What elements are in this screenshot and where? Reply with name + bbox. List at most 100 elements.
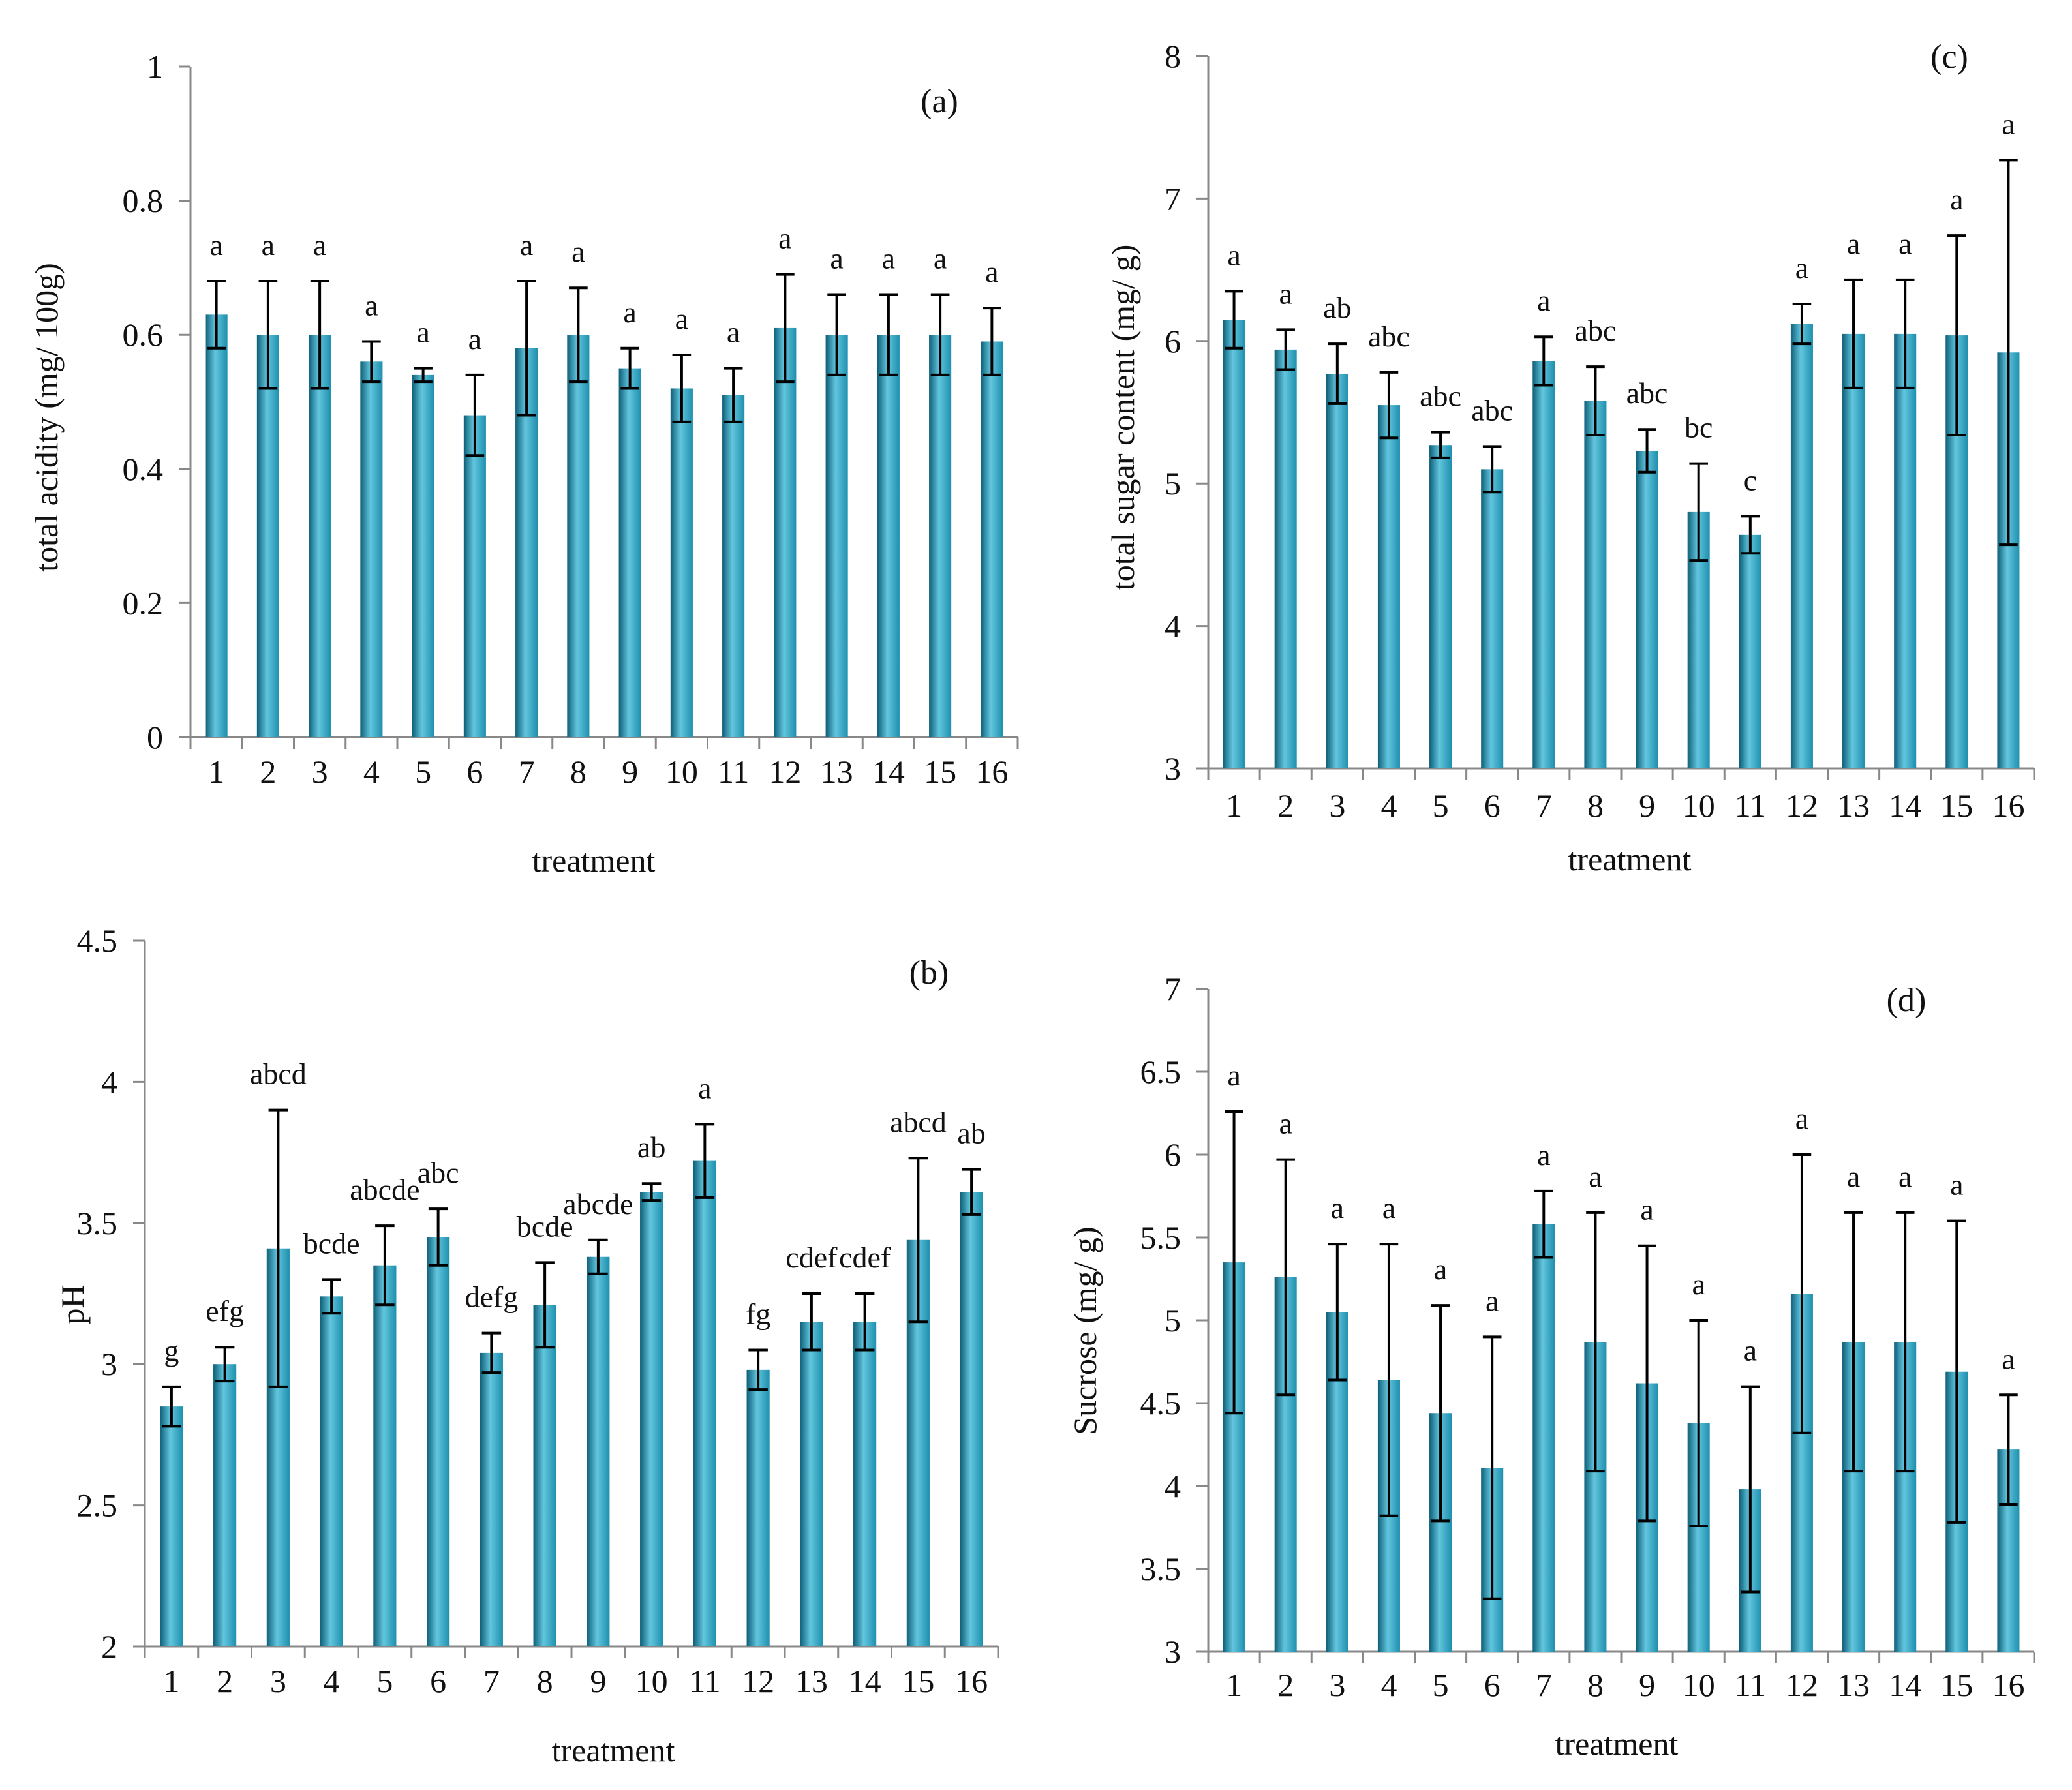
significance-label: a: [1331, 1191, 1344, 1224]
significance-label: abcde: [350, 1173, 419, 1206]
x-tick-label: 6: [1484, 1667, 1501, 1703]
bar: [1274, 349, 1297, 768]
significance-label: abc: [1471, 393, 1513, 427]
significance-label: a: [1537, 284, 1550, 317]
chart-panel-d: 3 3.5 4 4.5 5 5.5 6 6.5 7 a 1 a 2 a 3 a 4 a 5 a 6 a 7 a 8 a 9 a 10 a 1…: [1067, 971, 2035, 1762]
y-tick-label: 0.2: [123, 584, 164, 621]
significance-label: a: [1589, 1160, 1602, 1193]
y-tick-label: 6: [1165, 323, 1181, 359]
x-tick-label: 9: [622, 753, 638, 790]
significance-label: a: [727, 316, 740, 349]
x-tick-label: 16: [975, 753, 1008, 790]
bar: [1790, 324, 1813, 768]
significance-label: c: [1744, 463, 1757, 496]
y-tick-label: 2: [101, 1628, 117, 1665]
significance-label: a: [1227, 238, 1240, 271]
bar: [1532, 361, 1555, 768]
x-tick-label: 12: [1786, 787, 1818, 824]
chart-panel-a: 0 0.2 0.4 0.6 0.8 1 a 1 a 2 a 3 a 4 a 5 a 6 a 7 a 8 a 9 a 10 a 11 a 1…: [28, 48, 1019, 879]
significance-label: a: [313, 228, 326, 262]
significance-label: a: [571, 235, 585, 268]
y-tick-label: 5: [1165, 465, 1181, 502]
x-tick-label: 15: [1940, 787, 1973, 824]
x-tick-label: 12: [769, 753, 801, 790]
y-tick-label: 3: [1165, 1633, 1181, 1670]
x-tick-label: 1: [1226, 787, 1242, 824]
significance-label: ab: [637, 1130, 665, 1164]
x-tick-label: 3: [312, 753, 328, 790]
y-tick-label: 5.5: [1140, 1219, 1181, 1256]
bar: [412, 374, 434, 737]
y-axis-label-b: pH: [54, 1284, 91, 1324]
x-tick-label: 3: [270, 1663, 286, 1699]
y-axis-label-a: total acidity (mg/ 100g): [28, 263, 65, 572]
x-tick-label: 11: [1735, 787, 1766, 824]
x-tick-label: 5: [415, 753, 431, 790]
significance-label: a: [985, 255, 998, 288]
x-tick-label: 13: [821, 753, 853, 790]
y-axis-label-c: total sugar content (mg/ g): [1105, 245, 1141, 590]
significance-label: a: [934, 242, 947, 275]
bar: [1636, 450, 1658, 768]
bar: [320, 1296, 343, 1646]
significance-label: a: [2002, 107, 2015, 140]
x-tick-label: 2: [217, 1663, 233, 1699]
significance-label: a: [1382, 1191, 1395, 1224]
significance-label: a: [2002, 1342, 2015, 1375]
bar: [1481, 469, 1504, 768]
bar: [722, 395, 745, 737]
significance-label: a: [1795, 251, 1808, 284]
significance-label: abc: [1368, 320, 1410, 353]
x-tick-label: 11: [718, 753, 749, 790]
significance-label: a: [1537, 1138, 1550, 1172]
x-tick-label: 7: [483, 1663, 500, 1699]
significance-label: a: [1227, 1059, 1240, 1092]
significance-label: a: [1434, 1252, 1447, 1286]
bar: [774, 327, 797, 737]
x-tick-label: 3: [1329, 1667, 1345, 1703]
x-tick-label: 2: [260, 753, 276, 790]
significance-label: a: [698, 1071, 711, 1104]
bar: [746, 1369, 770, 1646]
bar: [205, 314, 228, 737]
y-tick-label: 4.5: [1140, 1385, 1181, 1421]
bar: [1377, 405, 1400, 768]
bar: [463, 415, 486, 737]
bar: [960, 1192, 983, 1646]
x-tick-label: 12: [742, 1663, 774, 1699]
x-tick-label: 7: [1536, 787, 1552, 824]
bar: [618, 368, 641, 737]
x-tick-label: 14: [1889, 1667, 1921, 1703]
x-tick-label: 14: [1889, 787, 1921, 824]
x-tick-label: 4: [1380, 787, 1397, 824]
x-tick-label: 13: [1837, 787, 1870, 824]
significance-label: a: [1795, 1102, 1808, 1135]
x-tick-label: 12: [1786, 1667, 1818, 1703]
bar: [427, 1237, 450, 1646]
x-tick-label: 16: [955, 1663, 988, 1699]
y-tick-label: 6: [1165, 1136, 1181, 1173]
x-tick-label: 11: [1735, 1667, 1766, 1703]
plot-area-d: 3 3.5 4 4.5 5 5.5 6 6.5 7 a 1 a 2 a 3 a 4 a 5 a 6 a 7 a 8 a 9 a 10 a 1…: [1140, 971, 2035, 1703]
bar: [567, 335, 590, 737]
y-tick-label: 0.6: [123, 316, 164, 353]
significance-label: a: [1744, 1334, 1757, 1367]
y-tick-label: 3: [101, 1346, 117, 1382]
x-tick-label: 14: [872, 753, 905, 790]
x-tick-label: 2: [1277, 1667, 1294, 1703]
x-tick-label: 15: [1940, 1667, 1973, 1703]
bar: [587, 1256, 610, 1646]
bar: [693, 1160, 716, 1646]
bar: [825, 335, 848, 737]
x-tick-label: 11: [689, 1663, 720, 1699]
bar: [670, 388, 693, 737]
panel-label-d: (d): [1887, 982, 1927, 1019]
y-tick-label: 4: [1165, 608, 1181, 645]
significance-label: abcde: [563, 1187, 633, 1221]
x-tick-label: 7: [519, 753, 535, 790]
significance-label: a: [1485, 1284, 1499, 1317]
bar: [877, 335, 900, 737]
significance-label: a: [1898, 227, 1912, 260]
bar: [256, 335, 279, 737]
plot-area-b: 22.533.544.5g1efg2abcd3bcde4abcde5abc6de…: [77, 922, 999, 1699]
